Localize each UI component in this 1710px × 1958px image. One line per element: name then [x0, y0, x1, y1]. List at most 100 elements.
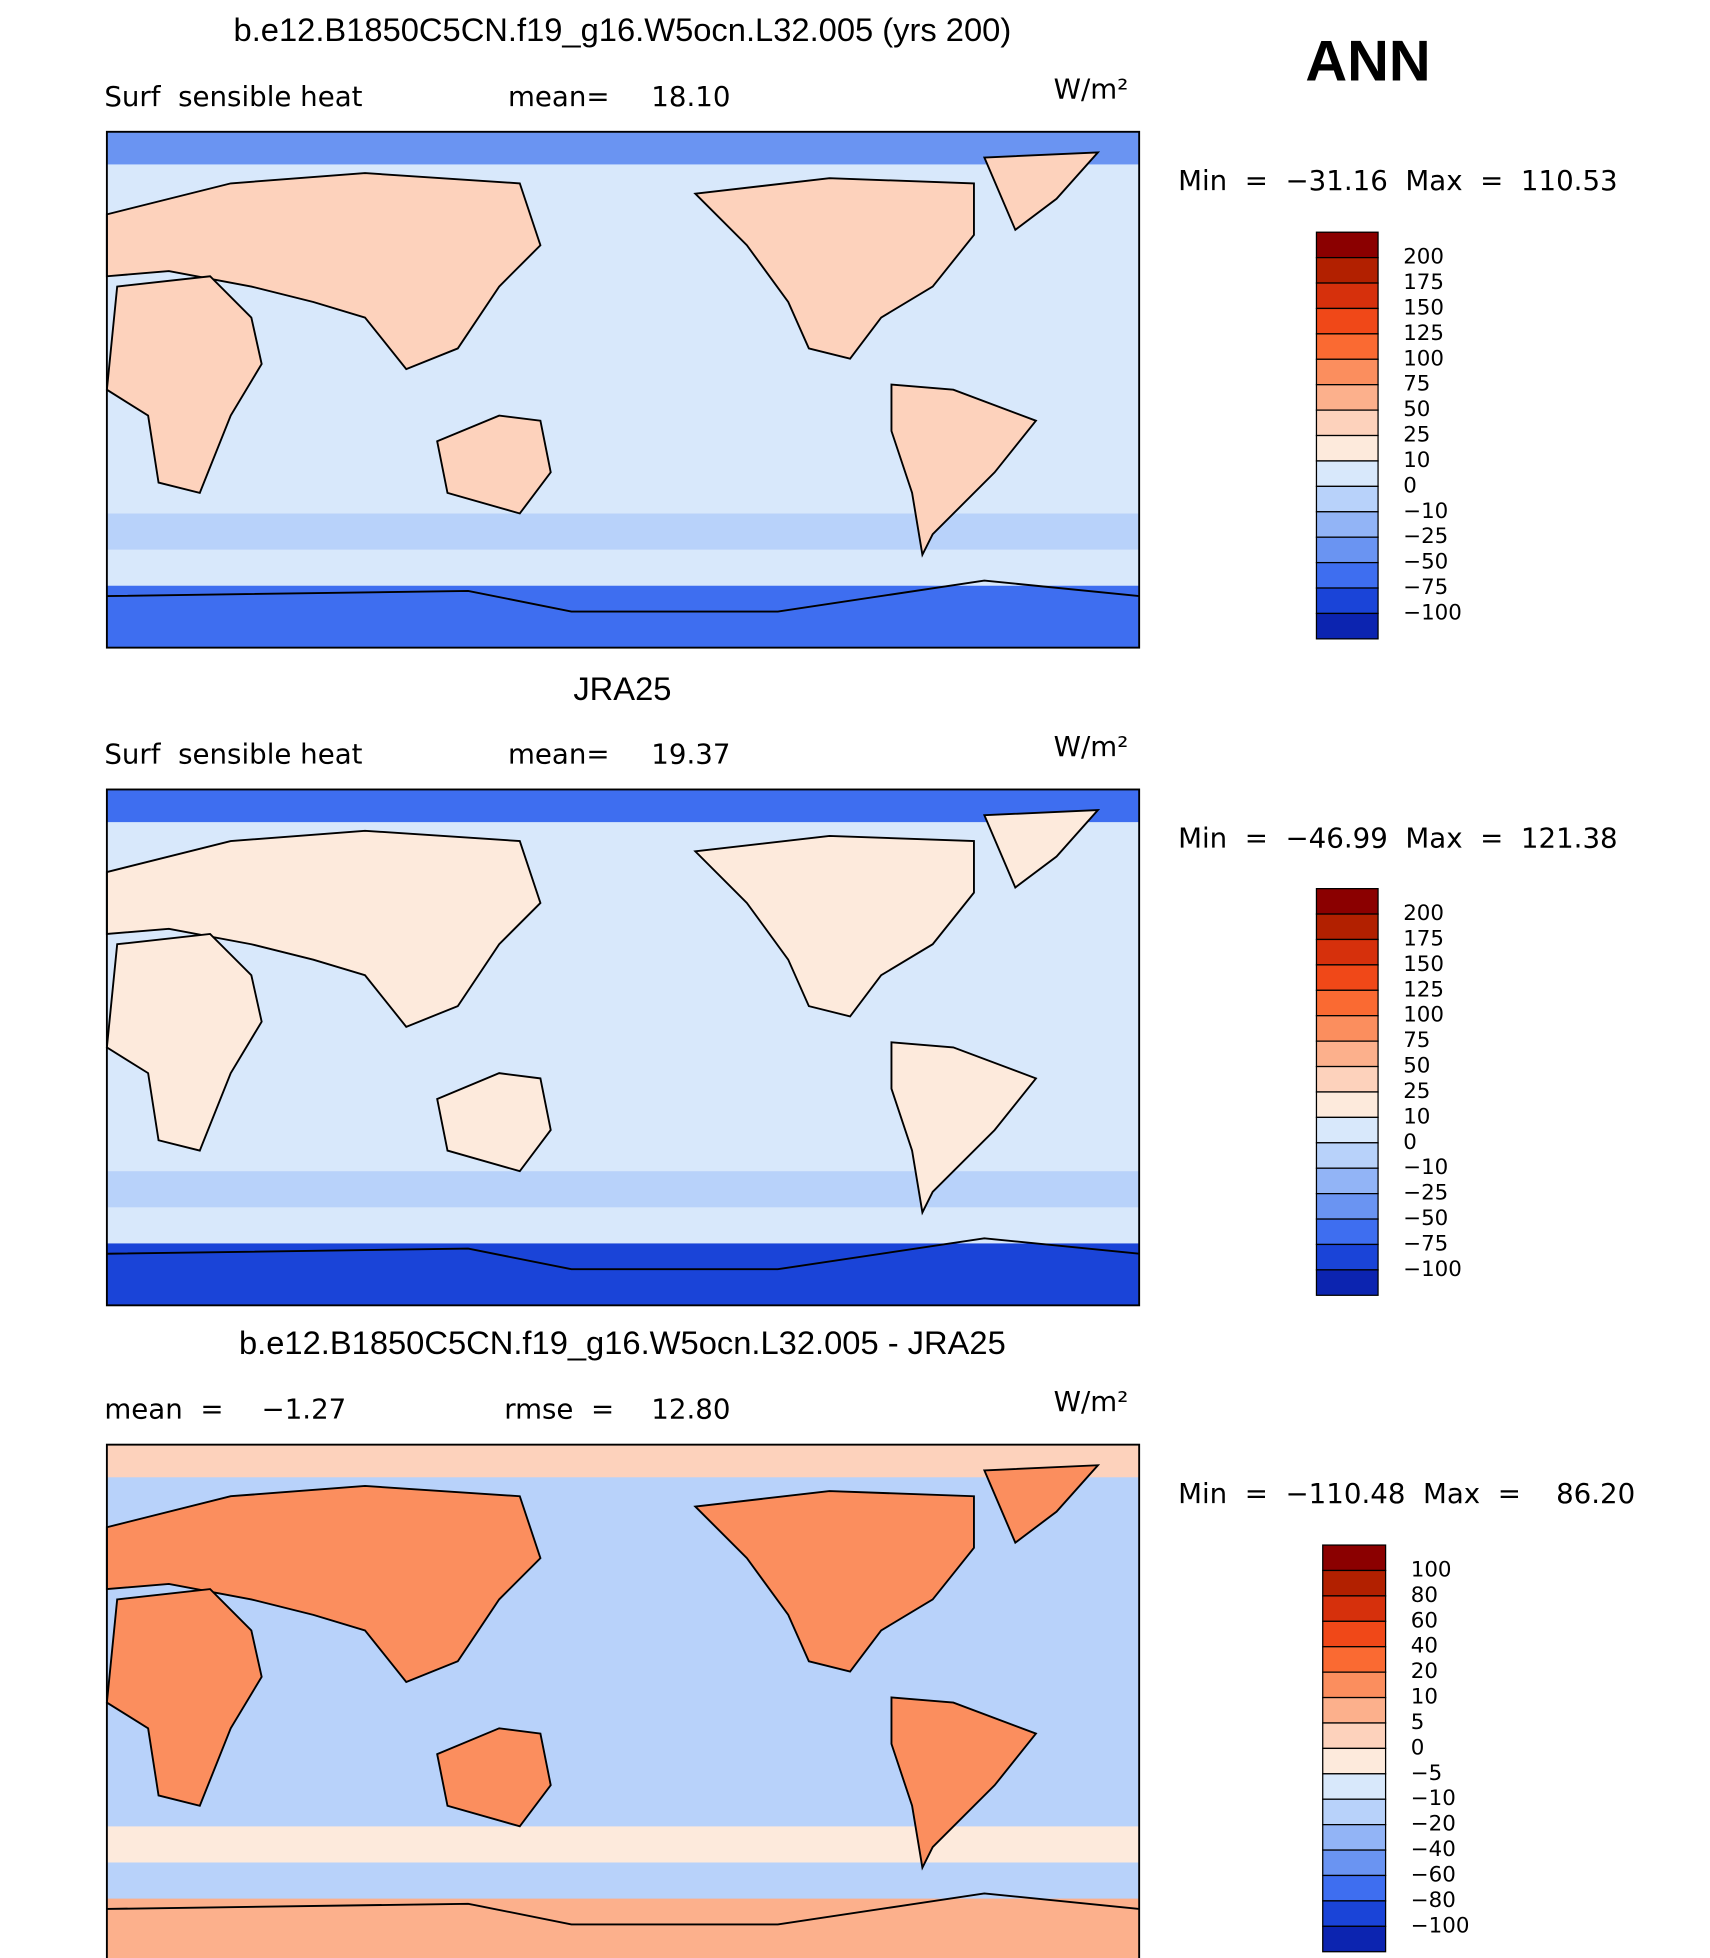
colorbar-label: 125	[1403, 977, 1444, 1002]
colorbar-swatch	[1315, 409, 1379, 437]
continent	[105, 1588, 263, 1807]
continent	[890, 1696, 1038, 1871]
season-label: ANN	[1305, 30, 1430, 94]
colorbar-swatch	[1315, 1142, 1379, 1169]
colorbar-swatch	[1322, 1900, 1387, 1927]
colorbar-label: 25	[1403, 423, 1430, 448]
arctic	[106, 1444, 1140, 1478]
colorbar-swatch	[1315, 913, 1379, 941]
colorbar-swatch	[1322, 1696, 1387, 1724]
colorbar-label: −75	[1403, 575, 1448, 600]
colorbar-swatch	[1315, 989, 1379, 1017]
colorbar-swatch	[1315, 485, 1379, 513]
colorbar-swatch	[1322, 1925, 1387, 1953]
colorbar-label: −60	[1411, 1862, 1456, 1887]
antarctic-coast	[106, 579, 1140, 613]
continent	[436, 1072, 552, 1173]
colorbar-label: 0	[1403, 1130, 1417, 1155]
colorbar-label: 125	[1403, 321, 1444, 346]
colorbar-label: 75	[1403, 372, 1430, 397]
colorbar-label: −100	[1403, 1257, 1462, 1282]
colorbar-swatch	[1315, 938, 1379, 966]
colorbar-swatch	[1315, 434, 1379, 462]
colorbar-swatch	[1322, 1747, 1387, 1775]
southern-band	[106, 1171, 1140, 1208]
colorbar-swatch	[1322, 1849, 1387, 1877]
colorbar-label: 175	[1403, 270, 1444, 295]
colorbar-label: 150	[1403, 295, 1444, 320]
map	[105, 788, 1141, 1307]
colorbar-label: 10	[1403, 1104, 1430, 1129]
colorbar-swatch	[1315, 460, 1379, 487]
colorbar-label: −5	[1411, 1761, 1442, 1786]
colorbar-swatch	[1315, 231, 1379, 259]
continent	[105, 275, 263, 495]
units: W/m²	[1054, 730, 1129, 763]
colorbar-label: 40	[1411, 1634, 1438, 1659]
colorbar-swatch	[1315, 1243, 1379, 1271]
min-max: Min = −110.48 Max = 86.20	[1178, 1477, 1635, 1510]
colorbar-swatch	[1322, 1646, 1387, 1673]
colorbar-label: 80	[1411, 1583, 1438, 1608]
colorbar-swatch	[1315, 1015, 1379, 1042]
colorbar-swatch	[1322, 1569, 1387, 1597]
colorbar-swatch	[1315, 358, 1379, 386]
colorbar-label: 100	[1411, 1557, 1452, 1582]
colorbar-label: −80	[1411, 1888, 1456, 1913]
colorbar-label: 20	[1411, 1659, 1438, 1684]
colorbar-label: 50	[1403, 1054, 1430, 1079]
left-label: Surf sensible heat	[104, 738, 362, 771]
colorbar-swatch	[1322, 1595, 1387, 1622]
colorbar-label: 10	[1403, 448, 1430, 473]
map	[105, 1443, 1141, 1958]
colorbar-swatch	[1315, 561, 1379, 589]
stat-value: 12.80	[651, 1393, 730, 1426]
left-label: Surf sensible heat	[104, 80, 362, 113]
colorbar-label: 150	[1403, 952, 1444, 977]
colorbar-swatch	[1315, 333, 1379, 360]
panel-title: b.e12.B1850C5CN.f19_g16.W5ocn.L32.005 (y…	[234, 11, 1012, 48]
colorbar-label: 200	[1403, 901, 1444, 926]
arctic	[106, 131, 1140, 165]
colorbar-swatch	[1315, 1091, 1379, 1119]
colorbar-label: 0	[1411, 1735, 1425, 1760]
continent	[982, 809, 1101, 889]
colorbar-label: −20	[1411, 1812, 1456, 1837]
panel-title: b.e12.B1850C5CN.f19_g16.W5ocn.L32.005 - …	[239, 1324, 1006, 1361]
colorbar-swatch	[1315, 256, 1379, 284]
map	[105, 130, 1141, 649]
colorbar-swatch	[1315, 511, 1379, 538]
stat-label: mean=	[508, 738, 610, 771]
antarctic-coast	[106, 1892, 1140, 1926]
colorbar-label: 200	[1403, 245, 1444, 270]
southern-band	[106, 1826, 1140, 1863]
antarctic-coast	[106, 1237, 1140, 1271]
colorbar-swatch	[1322, 1671, 1387, 1699]
colorbar-swatch	[1315, 1269, 1379, 1296]
continent	[105, 932, 263, 1152]
colorbar-swatch	[1315, 282, 1379, 310]
colorbar-swatch	[1322, 1824, 1387, 1851]
colorbar-label: 5	[1411, 1710, 1425, 1735]
colorbar-swatch	[1315, 1040, 1379, 1068]
colorbar-label: −10	[1411, 1786, 1456, 1811]
colorbar-label: 50	[1403, 397, 1430, 422]
colorbar-swatch	[1315, 536, 1379, 564]
colorbar-label: −10	[1403, 1155, 1448, 1180]
colorbar-label: −50	[1403, 550, 1448, 575]
stat-label: rmse =	[504, 1393, 614, 1426]
continent	[436, 1727, 552, 1828]
stat-label: mean=	[508, 80, 610, 113]
stat-value: 18.10	[651, 80, 730, 113]
colorbar-label: −25	[1403, 524, 1448, 549]
map-frame	[105, 788, 1141, 1307]
colorbar-label: 10	[1411, 1685, 1438, 1710]
continent	[105, 172, 542, 371]
continent	[890, 383, 1038, 558]
colorbar-swatch	[1322, 1798, 1387, 1826]
continent	[693, 834, 975, 1018]
colorbar-swatch	[1322, 1544, 1387, 1572]
colorbar-swatch	[1315, 1116, 1379, 1144]
colorbar-label: −50	[1403, 1206, 1448, 1231]
